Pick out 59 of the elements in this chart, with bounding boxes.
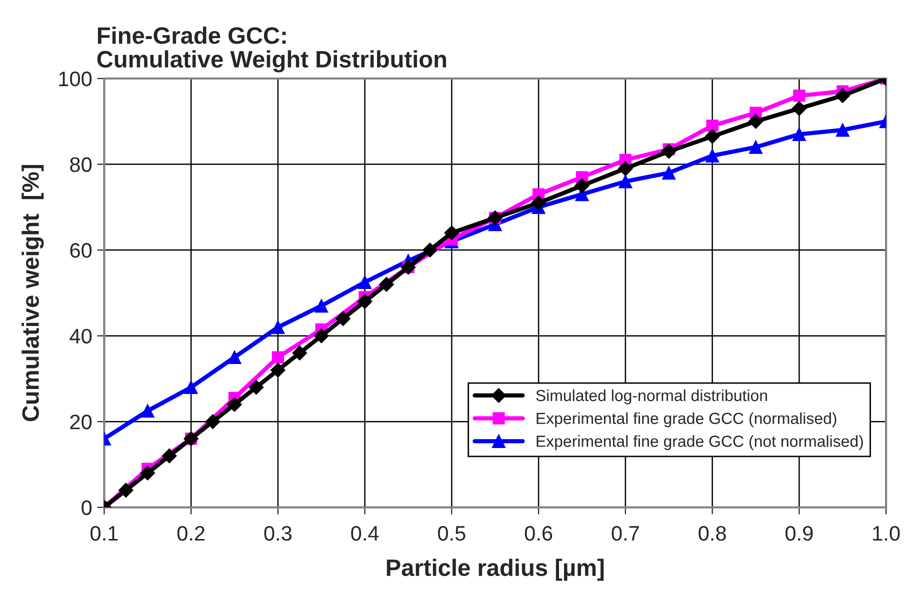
- x-tick-label: 0.2: [177, 526, 204, 541]
- y-tick-label: 60: [70, 243, 92, 258]
- chart-title: Fine-Grade GCC: Cumulative Weight Distribution: [97, 26, 446, 72]
- point: [118, 482, 134, 498]
- y-tick-label: 40: [70, 328, 92, 344]
- y-tick-label: 80: [70, 157, 92, 172]
- x-tick-label: 0.8: [698, 526, 726, 541]
- legend-label: Experimental fine grade GCC (not normalised): [536, 435, 863, 450]
- point: [618, 161, 633, 176]
- point: [162, 448, 177, 464]
- point: [748, 114, 764, 129]
- y-tick-label: 0: [82, 500, 92, 516]
- point: [271, 320, 285, 334]
- point: [792, 101, 807, 116]
- point: [793, 90, 806, 102]
- x-tick-label: 0.9: [786, 526, 813, 541]
- y-tick-label: 20: [70, 414, 92, 430]
- point: [748, 140, 763, 154]
- point: [140, 404, 154, 418]
- x-tick-label: 0.4: [351, 526, 379, 541]
- point: [270, 362, 286, 378]
- point: [314, 328, 329, 344]
- point: [792, 128, 806, 142]
- point: [292, 346, 308, 360]
- point: [618, 174, 632, 188]
- point: [140, 466, 156, 480]
- point: [357, 294, 372, 309]
- x-tick-label: 0.6: [524, 526, 552, 541]
- x-tick-label: 0.1: [90, 526, 118, 541]
- point: [248, 380, 264, 395]
- point: [422, 242, 438, 258]
- x-tick-label: 0.3: [264, 526, 292, 541]
- x-axis-title: Particle radius [µm]: [386, 558, 604, 581]
- point: [272, 351, 284, 364]
- point: [205, 414, 220, 429]
- legend-label: Simulated log-normal distribution: [536, 389, 767, 404]
- y-tick-label: 100: [59, 72, 92, 86]
- point: [574, 178, 590, 194]
- point: [358, 275, 372, 289]
- point: [706, 148, 720, 162]
- x-tick-label: 1.0: [873, 526, 900, 541]
- point: [379, 276, 394, 292]
- point: [836, 123, 850, 137]
- point: [228, 350, 242, 364]
- point: [661, 144, 676, 159]
- point: [314, 299, 328, 313]
- point: [531, 195, 546, 210]
- point: [662, 166, 676, 180]
- x-tick-label: 0.5: [438, 526, 466, 541]
- legend-label: Experimental fine grade GCC (normalised): [536, 412, 836, 428]
- point: [706, 120, 718, 132]
- x-tick-label: 0.7: [612, 526, 639, 541]
- point: [444, 226, 460, 240]
- point: [184, 380, 198, 394]
- point: [704, 129, 720, 144]
- point: [227, 397, 242, 412]
- point: [336, 311, 350, 326]
- y-axis-title: Cumulative weight [%]: [22, 165, 44, 422]
- point: [835, 88, 850, 104]
